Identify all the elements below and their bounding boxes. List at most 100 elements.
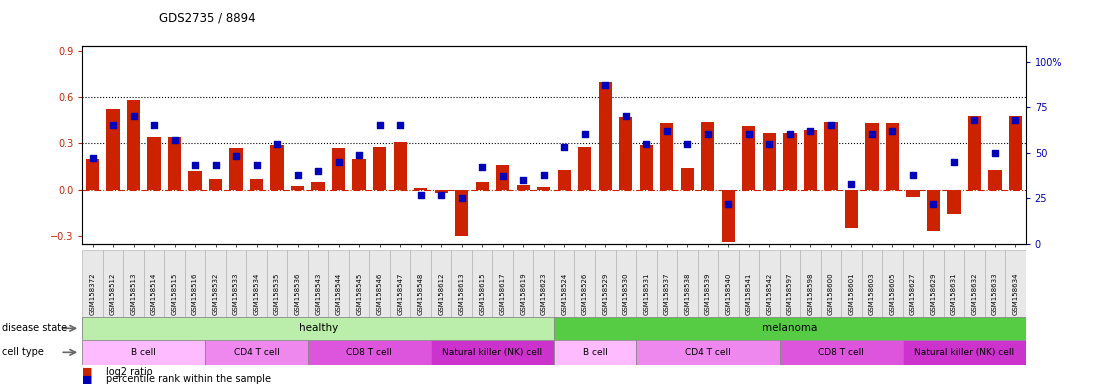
Bar — [759, 250, 780, 338]
Text: GSM158541: GSM158541 — [746, 273, 751, 315]
Point — [432, 192, 450, 198]
Bar — [312, 182, 325, 190]
Bar — [291, 186, 304, 190]
Text: GSM158605: GSM158605 — [890, 273, 895, 315]
Bar — [988, 170, 1002, 190]
Text: GSM158601: GSM158601 — [848, 272, 855, 315]
Bar — [595, 250, 615, 338]
Point — [125, 113, 143, 119]
Bar — [824, 122, 837, 190]
Bar — [205, 250, 226, 338]
Bar — [82, 317, 554, 340]
Bar — [513, 250, 533, 338]
Bar — [841, 250, 861, 338]
Point — [269, 141, 286, 147]
Bar — [866, 123, 879, 190]
Bar — [147, 137, 161, 190]
Bar — [677, 250, 698, 338]
Text: GSM158627: GSM158627 — [909, 273, 916, 315]
Text: CD4 T cell: CD4 T cell — [685, 348, 731, 357]
Bar — [780, 250, 800, 338]
Bar — [431, 250, 452, 338]
Text: GSM158516: GSM158516 — [192, 273, 199, 315]
Bar — [431, 340, 554, 365]
Text: GSM158633: GSM158633 — [992, 272, 998, 315]
Bar — [557, 170, 570, 190]
Point — [83, 155, 101, 161]
Text: B cell: B cell — [583, 348, 608, 357]
Text: GSM158546: GSM158546 — [376, 273, 383, 315]
Point — [679, 141, 697, 147]
Bar — [968, 116, 981, 190]
Text: GSM158629: GSM158629 — [930, 273, 937, 315]
Bar — [208, 179, 223, 190]
Bar — [861, 250, 882, 338]
Bar — [903, 340, 1026, 365]
Bar — [267, 250, 287, 338]
Bar — [660, 123, 674, 190]
Text: percentile rank within the sample: percentile rank within the sample — [106, 374, 271, 384]
Text: healthy: healthy — [298, 323, 338, 333]
Bar — [86, 159, 99, 190]
Bar — [394, 142, 407, 190]
Bar — [701, 122, 714, 190]
Bar — [885, 123, 900, 190]
Point — [514, 177, 532, 183]
Bar — [205, 340, 308, 365]
Text: GSM158530: GSM158530 — [623, 273, 629, 315]
Point — [227, 153, 245, 159]
Point — [289, 172, 306, 178]
Bar — [762, 132, 776, 190]
Point — [720, 201, 737, 207]
Text: GSM158545: GSM158545 — [357, 273, 362, 315]
Text: GSM158372: GSM158372 — [90, 273, 95, 315]
Text: Natural killer (NK) cell: Natural killer (NK) cell — [442, 348, 543, 357]
Point — [392, 122, 409, 128]
Text: GSM158634: GSM158634 — [1013, 273, 1018, 315]
Text: GSM158542: GSM158542 — [767, 273, 772, 315]
Bar — [882, 250, 903, 338]
Bar — [271, 145, 284, 190]
Text: GSM158603: GSM158603 — [869, 272, 875, 315]
Bar — [103, 250, 123, 338]
Text: GSM158617: GSM158617 — [500, 272, 506, 315]
Text: GSM158543: GSM158543 — [315, 273, 321, 315]
Point — [883, 128, 901, 134]
Bar — [636, 250, 656, 338]
Point — [597, 82, 614, 88]
Point — [350, 151, 367, 157]
Bar — [250, 179, 263, 190]
Bar — [554, 340, 636, 365]
Text: GSM158538: GSM158538 — [685, 273, 690, 315]
Point — [453, 195, 471, 201]
Text: cell type: cell type — [2, 347, 44, 358]
Bar — [229, 148, 242, 190]
Point — [576, 131, 593, 137]
Bar — [389, 250, 410, 338]
Bar — [493, 250, 513, 338]
Bar — [927, 190, 940, 232]
Point — [658, 128, 676, 134]
Bar — [1005, 250, 1026, 338]
Text: GSM158532: GSM158532 — [213, 273, 218, 315]
Bar — [123, 250, 144, 338]
Text: GSM158535: GSM158535 — [274, 273, 280, 315]
Bar — [783, 132, 796, 190]
Point — [740, 131, 758, 137]
Point — [1007, 117, 1025, 123]
Text: ■: ■ — [82, 367, 93, 377]
Text: GSM158600: GSM158600 — [828, 272, 834, 315]
Bar — [821, 250, 841, 338]
Point — [309, 168, 327, 174]
Bar — [349, 250, 370, 338]
Point — [965, 117, 983, 123]
Text: log2 ratio: log2 ratio — [106, 367, 154, 377]
Point — [863, 131, 881, 137]
Text: ■: ■ — [82, 374, 93, 384]
Text: GSM158631: GSM158631 — [951, 272, 957, 315]
Bar — [455, 190, 468, 236]
Bar — [804, 129, 817, 190]
Text: GSM158537: GSM158537 — [664, 273, 670, 315]
Point — [371, 122, 388, 128]
Bar — [800, 250, 821, 338]
